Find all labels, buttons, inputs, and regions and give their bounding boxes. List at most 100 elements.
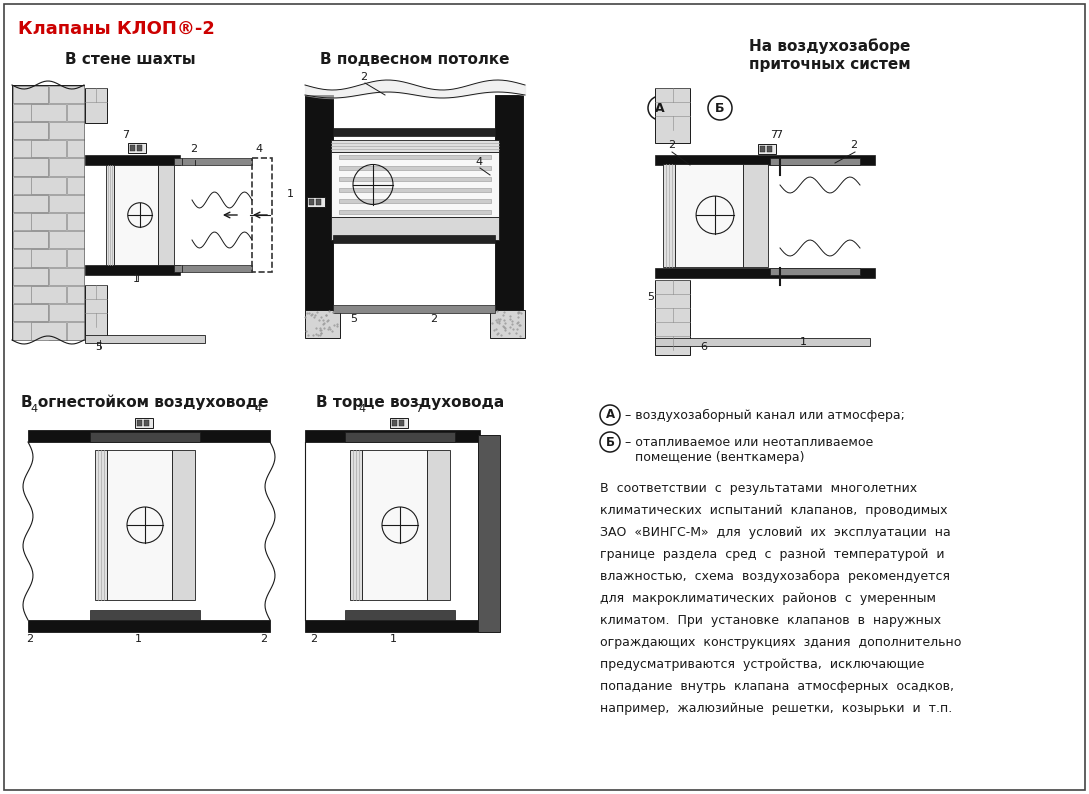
Text: 7: 7 [770, 130, 778, 140]
Text: 1: 1 [133, 274, 140, 284]
Bar [12, 195, 48, 212]
Bar [12, 322, 48, 340]
Bar [760, 146, 764, 152]
Text: помещение (венткамера): помещение (венткамера) [635, 452, 805, 464]
Bar [90, 432, 200, 442]
Bar [12, 158, 48, 175]
Bar [252, 158, 272, 272]
Text: климатических  испытаний  клапанов,  проводимых: климатических испытаний клапанов, провод… [600, 504, 947, 517]
Bar [654, 88, 690, 143]
Text: предусматриваются  устройства,  исключающие: предусматриваются устройства, исключающи… [600, 658, 925, 671]
Text: ограждающих  конструкциях  здания  дополнительно: ограждающих конструкциях здания дополнит… [600, 636, 962, 649]
Bar [66, 249, 84, 267]
Text: 2: 2 [189, 144, 197, 154]
Text: Клапаны КЛОП®-2: Клапаны КЛОП®-2 [19, 20, 215, 38]
Text: 7: 7 [415, 404, 423, 414]
Text: – воздухозаборный канал или атмосфера;: – воздухозаборный канал или атмосфера; [625, 408, 905, 422]
Text: 5: 5 [95, 342, 102, 352]
Bar [49, 122, 84, 139]
Bar [49, 268, 84, 285]
Bar [90, 610, 200, 620]
Bar [12, 158, 48, 175]
Bar [307, 197, 325, 207]
Bar [12, 268, 48, 285]
Bar [30, 249, 65, 267]
Bar [137, 145, 142, 151]
Bar [399, 420, 404, 426]
Bar [495, 95, 523, 310]
Bar [339, 188, 491, 192]
Text: Б: Б [715, 102, 725, 114]
Bar [85, 265, 180, 275]
Bar [654, 338, 870, 346]
Bar [182, 158, 252, 165]
Text: 2: 2 [430, 314, 437, 324]
Bar [12, 176, 48, 194]
Bar [333, 235, 495, 243]
Bar [305, 620, 480, 632]
Bar [85, 335, 205, 343]
Bar [66, 322, 84, 340]
Bar [28, 430, 270, 442]
Bar [66, 286, 84, 303]
Bar [144, 420, 149, 426]
Bar [66, 213, 84, 230]
Bar [182, 265, 252, 272]
Text: ЗАО  «ВИНГС-М»  для  условий  их  эксплуатации  на: ЗАО «ВИНГС-М» для условий их эксплуатаци… [600, 526, 951, 539]
Bar [427, 450, 450, 600]
Text: попадание  внутрь  клапана  атмосферных  осадков,: попадание внутрь клапана атмосферных оса… [600, 680, 954, 693]
Text: климатом.  При  установке  клапанов  в  наружных: климатом. При установке клапанов в наруж… [600, 614, 941, 627]
Text: 2: 2 [260, 634, 267, 644]
Text: 4: 4 [255, 144, 262, 154]
Text: 4: 4 [358, 404, 365, 414]
Bar [12, 141, 48, 157]
Bar [114, 165, 158, 265]
Bar [30, 141, 65, 157]
Bar [66, 176, 84, 194]
Bar [12, 104, 48, 121]
Text: В торце воздуховода: В торце воздуховода [316, 395, 504, 410]
Text: – отапливаемое или неотапливаемое: – отапливаемое или неотапливаемое [625, 435, 873, 449]
Bar [12, 86, 48, 102]
Bar [12, 304, 48, 322]
Bar [12, 231, 48, 249]
Bar [174, 265, 182, 272]
Bar [66, 104, 84, 121]
Text: 2: 2 [668, 140, 675, 150]
Text: 2: 2 [360, 72, 367, 82]
Bar [49, 304, 84, 322]
Text: Б: Б [605, 435, 614, 449]
Bar [66, 141, 84, 157]
Text: А: А [605, 408, 614, 422]
Text: 1: 1 [135, 634, 142, 644]
Text: влажностью,  схема  воздухозабора  рекомендуется: влажностью, схема воздухозабора рекоменд… [600, 570, 950, 583]
Bar [12, 122, 48, 139]
Bar [654, 155, 874, 165]
Text: В  соответствии  с  результатами  многолетних: В соответствии с результатами многолетни… [600, 482, 917, 495]
Bar [339, 166, 491, 170]
Text: В огнестойком воздуховоде: В огнестойком воздуховоде [22, 395, 269, 410]
Bar [675, 164, 744, 267]
Bar [12, 231, 48, 249]
Bar [339, 177, 491, 181]
Bar [305, 430, 480, 442]
Bar [12, 286, 48, 303]
Bar [770, 158, 860, 165]
Bar [758, 144, 776, 154]
Text: 7: 7 [775, 130, 782, 140]
Bar [158, 165, 174, 265]
Bar [49, 158, 84, 175]
Bar [350, 450, 362, 600]
Bar [95, 450, 107, 600]
Bar [172, 450, 195, 600]
Text: 7: 7 [122, 130, 130, 140]
Bar [135, 418, 152, 428]
Bar [137, 420, 142, 426]
Text: 5: 5 [350, 314, 357, 324]
Bar [339, 210, 491, 214]
Text: для  макроклиматических  районов  с  умеренным: для макроклиматических районов с умеренн… [600, 592, 937, 605]
Bar [30, 176, 65, 194]
Bar [770, 268, 860, 275]
Text: 2: 2 [851, 140, 857, 150]
Text: В подвесном потолке: В подвесном потолке [320, 52, 510, 67]
